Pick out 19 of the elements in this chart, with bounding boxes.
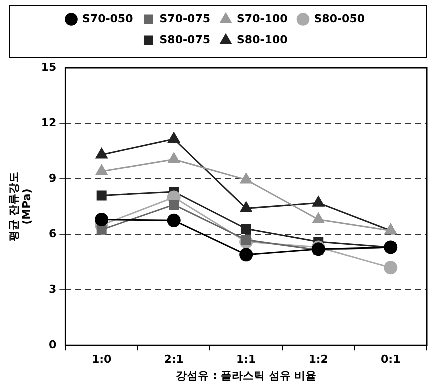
y-tick-label: 9 — [49, 172, 57, 185]
x-tick-label: 1:2 — [308, 353, 328, 366]
legend-label: S70-050 — [82, 12, 134, 26]
x-axis-title: 강섬유 : 플라스틱 섬유 비율 — [176, 369, 317, 382]
legend-label: S80-050 — [314, 12, 366, 26]
x-tick-label: 1:0 — [92, 353, 112, 366]
x-tick-label: 1:1 — [236, 353, 256, 366]
y-tick-label: 15 — [41, 60, 57, 74]
legend-label: S70-100 — [237, 12, 288, 26]
y-tick-label: 0 — [49, 338, 58, 352]
y-axis-title: 평균 잔류강도 (MPa) — [7, 172, 34, 242]
legend-label: S80-075 — [160, 33, 211, 46]
x-tick-label: 2:1 — [164, 353, 184, 366]
y-tick-label: 3 — [49, 282, 57, 296]
x-tick-label: 0:1 — [381, 353, 401, 366]
legend-label: S70-075 — [160, 12, 211, 26]
y-tick-label: 12 — [41, 116, 57, 130]
y-tick-label: 6 — [49, 227, 58, 240]
legend-label: S80-100 — [237, 33, 288, 46]
